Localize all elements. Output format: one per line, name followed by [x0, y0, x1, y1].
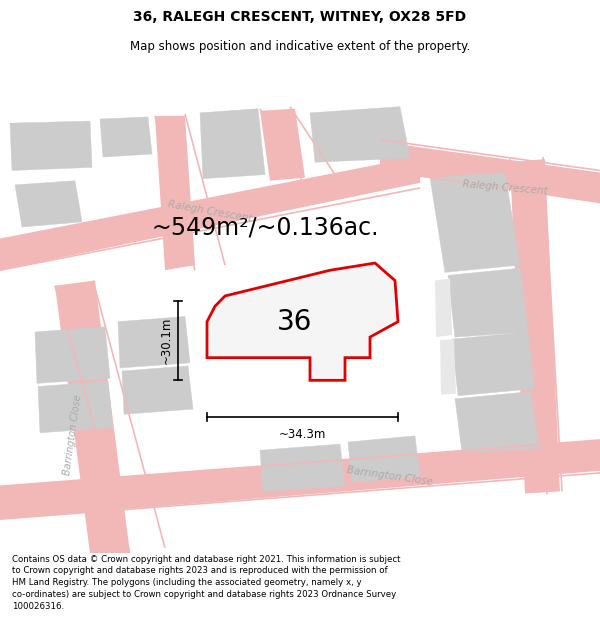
Text: 36: 36 [277, 308, 313, 336]
Text: ~549m²/~0.136ac.: ~549m²/~0.136ac. [151, 215, 379, 239]
Text: ~34.3m: ~34.3m [279, 428, 326, 441]
Text: ~30.1m: ~30.1m [160, 317, 173, 364]
Polygon shape [10, 121, 92, 171]
Text: Barrington Close: Barrington Close [346, 465, 434, 487]
Polygon shape [118, 316, 190, 368]
Polygon shape [122, 366, 193, 414]
Polygon shape [510, 159, 560, 494]
Polygon shape [430, 173, 520, 272]
Polygon shape [55, 281, 130, 553]
Polygon shape [448, 268, 530, 337]
Polygon shape [310, 107, 410, 162]
Polygon shape [260, 109, 305, 181]
Polygon shape [0, 157, 420, 270]
Text: Contains OS data © Crown copyright and database right 2021. This information is : Contains OS data © Crown copyright and d… [12, 554, 401, 611]
Polygon shape [455, 392, 540, 452]
Text: Map shows position and indicative extent of the property.: Map shows position and indicative extent… [130, 40, 470, 52]
Polygon shape [380, 142, 600, 203]
Polygon shape [348, 436, 420, 482]
Polygon shape [435, 279, 452, 337]
Text: Ralegh Crescent: Ralegh Crescent [462, 179, 548, 197]
Polygon shape [35, 327, 110, 383]
Polygon shape [207, 263, 398, 380]
Polygon shape [155, 116, 195, 270]
Polygon shape [260, 444, 345, 491]
Polygon shape [38, 381, 113, 432]
Text: Barrington Close: Barrington Close [62, 394, 83, 476]
Polygon shape [452, 332, 536, 396]
Text: Ralegh Crescent: Ralegh Crescent [167, 199, 253, 224]
Polygon shape [0, 440, 600, 519]
Polygon shape [15, 181, 82, 227]
Text: 36, RALEGH CRESCENT, WITNEY, OX28 5FD: 36, RALEGH CRESCENT, WITNEY, OX28 5FD [133, 9, 467, 24]
Polygon shape [200, 109, 265, 179]
Polygon shape [100, 117, 152, 157]
Polygon shape [440, 339, 456, 395]
